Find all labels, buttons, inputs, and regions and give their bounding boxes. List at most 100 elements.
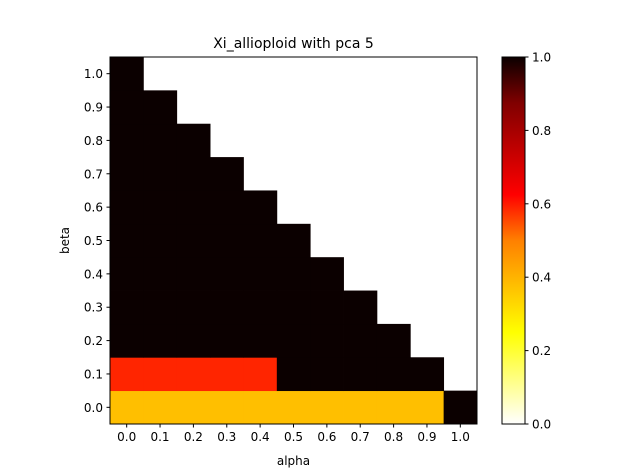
heatmap-cell xyxy=(110,157,144,191)
x-tick-label: 0.7 xyxy=(351,430,370,444)
x-tick-label: 0.6 xyxy=(317,430,336,444)
heatmap-cell xyxy=(310,390,344,425)
x-tick-label: 1.0 xyxy=(451,430,470,444)
heatmap-cell xyxy=(210,290,244,325)
y-tick-label: 0.5 xyxy=(84,234,103,248)
heatmap-cell xyxy=(143,323,178,358)
x-axis-label: alpha xyxy=(277,454,310,468)
heatmap-cell xyxy=(276,357,311,392)
y-tick-label: 1.0 xyxy=(84,67,103,81)
heatmap-cell xyxy=(110,257,144,291)
heatmap-cell xyxy=(110,290,144,325)
colorbar-ticks: 0.0 0.2 0.4 0.6 0.8 1.0 xyxy=(525,51,551,432)
heatmap-cell xyxy=(343,357,378,392)
heatmap-cell xyxy=(110,357,144,392)
heatmap-cell xyxy=(110,223,144,258)
heatmap-cell xyxy=(110,57,144,91)
heatmap-cell xyxy=(210,357,244,392)
heatmap-cell xyxy=(176,323,211,358)
heatmap-cell xyxy=(143,290,178,325)
heatmap-cell xyxy=(243,223,278,258)
heatmap-cell xyxy=(343,290,378,325)
heatmap-cell xyxy=(376,323,411,358)
heatmap-cell xyxy=(176,290,211,325)
heatmap-cell xyxy=(310,257,344,291)
heatmap-cell xyxy=(176,157,211,191)
heatmap-cell xyxy=(210,157,244,191)
heatmap-cell xyxy=(210,323,244,358)
x-tick-label: 0.0 xyxy=(117,430,136,444)
chart-title: Xi_allioploid with pca 5 xyxy=(213,36,374,52)
heatmap-cell xyxy=(143,90,178,125)
heatmap-cell xyxy=(143,390,178,425)
heatmap-cell xyxy=(243,190,278,225)
heatmap-cell xyxy=(310,290,344,325)
colorbar-tick-label: 1.0 xyxy=(532,51,551,65)
y-tick-label: 0.7 xyxy=(84,167,103,181)
heatmap-cell xyxy=(310,357,344,392)
x-tick-label: 0.2 xyxy=(184,430,203,444)
heatmap-cell xyxy=(276,290,311,325)
colorbar-tick-label: 0.4 xyxy=(532,271,551,285)
heatmap-cell xyxy=(143,357,178,392)
heatmap-cell xyxy=(176,257,211,291)
x-axis-ticks: 0.0 0.1 0.2 0.3 0.4 0.5 0.6 0.7 0.8 0.9 1.0 xyxy=(117,424,470,444)
x-tick-label: 0.4 xyxy=(251,430,270,444)
heatmap-cell xyxy=(210,257,244,291)
heatmap-cell xyxy=(243,390,278,425)
heatmap-cell xyxy=(276,323,311,358)
x-tick-label: 0.3 xyxy=(217,430,236,444)
heatmap-cell xyxy=(110,390,144,425)
x-tick-label: 0.8 xyxy=(384,430,403,444)
y-tick-label: 0.1 xyxy=(84,367,103,381)
heatmap-cell xyxy=(343,390,378,425)
heatmap-cell xyxy=(143,223,178,258)
heatmap-cell xyxy=(143,257,178,291)
heatmap-cell xyxy=(110,323,144,358)
heatmap-cell xyxy=(210,390,244,425)
y-axis-ticks: 0.0 0.1 0.2 0.3 0.4 0.5 0.6 0.7 0.8 0.9 1.0 xyxy=(84,67,110,415)
x-tick-label: 0.1 xyxy=(150,430,169,444)
y-tick-label: 0.8 xyxy=(84,134,103,148)
heatmap-cell xyxy=(276,257,311,291)
x-tick-label: 0.9 xyxy=(417,430,436,444)
heatmap-cells xyxy=(110,57,478,425)
heatmap-cell xyxy=(376,357,411,392)
heatmap-cell xyxy=(110,90,144,125)
heatmap-cell xyxy=(210,223,244,258)
heatmap-cell xyxy=(276,223,311,258)
colorbar-tick-label: 0.0 xyxy=(532,418,551,432)
heatmap-cell xyxy=(243,257,278,291)
colorbar-tick-label: 0.2 xyxy=(532,344,551,358)
heatmap-cell xyxy=(243,323,278,358)
heatmap-cell xyxy=(276,390,311,425)
y-tick-label: 0.2 xyxy=(84,334,103,348)
heatmap-cell xyxy=(310,323,344,358)
y-axis-label: beta xyxy=(58,227,72,254)
colorbar-tick-label: 0.8 xyxy=(532,124,551,138)
heatmap-cell xyxy=(110,123,144,158)
y-tick-label: 0.4 xyxy=(84,267,103,281)
colorbar-frame xyxy=(501,56,526,425)
y-tick-label: 0.3 xyxy=(84,301,103,315)
heatmap-cell xyxy=(143,190,178,225)
heatmap-cell xyxy=(143,157,178,191)
colorbar-tick-label: 0.6 xyxy=(532,197,551,211)
heatmap-cell xyxy=(110,190,144,225)
x-tick-label: 0.5 xyxy=(284,430,303,444)
colorbar-gradient xyxy=(502,57,525,424)
heatmap-cell xyxy=(343,323,378,358)
heatmap-cell xyxy=(243,357,278,392)
heatmap-cell xyxy=(176,223,211,258)
heatmap-cell xyxy=(376,390,411,425)
y-tick-label: 0.6 xyxy=(84,201,103,215)
heatmap-cell xyxy=(143,123,178,158)
heatmap-cell xyxy=(176,390,211,425)
y-tick-label: 0.9 xyxy=(84,101,103,115)
heatmap-cell xyxy=(243,290,278,325)
heatmap-cell xyxy=(176,190,211,225)
heatmap-cell xyxy=(210,190,244,225)
colorbar: 0.0 0.2 0.4 0.6 0.8 1.0 xyxy=(501,51,551,432)
heatmap-cell xyxy=(410,357,445,392)
